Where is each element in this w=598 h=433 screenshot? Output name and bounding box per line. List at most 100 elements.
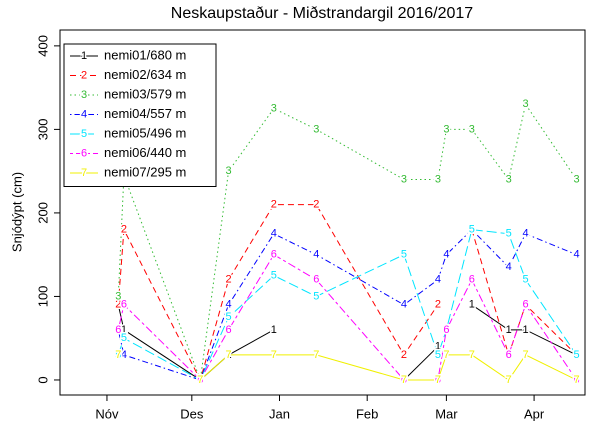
point: 1 xyxy=(121,324,127,336)
point: 6 xyxy=(121,299,127,311)
series-line xyxy=(471,229,577,357)
point: 1 xyxy=(115,299,121,311)
point: 4 xyxy=(313,249,319,261)
point: 4 xyxy=(271,228,277,240)
series-line xyxy=(117,253,577,381)
point: 6 xyxy=(506,349,512,361)
series-line xyxy=(117,228,577,381)
point: 2 xyxy=(523,299,529,311)
point: 1 xyxy=(435,340,441,352)
point: 4 xyxy=(443,249,449,261)
point: 5 xyxy=(121,332,127,344)
point: 7 xyxy=(506,374,512,386)
point: 1 xyxy=(197,374,203,386)
point: 3 xyxy=(401,173,407,185)
legend-label: nemi04/557 m xyxy=(104,106,186,121)
point: 3 xyxy=(197,374,203,386)
point: 5 xyxy=(401,249,407,261)
point: 2 xyxy=(469,224,475,236)
y-tick-label: 100 xyxy=(35,286,50,308)
point: 3 xyxy=(443,123,449,135)
legend-box xyxy=(63,43,217,187)
point: 7 xyxy=(197,374,203,386)
point: 3 xyxy=(271,102,277,114)
point: 4 xyxy=(469,224,475,236)
point: 5 xyxy=(226,311,232,323)
legend-symbol: 6 xyxy=(81,147,87,159)
point: 6 xyxy=(226,324,232,336)
y-tick-label: 0 xyxy=(35,376,50,383)
point: 3 xyxy=(313,123,319,135)
y-tick-label: 400 xyxy=(35,35,50,57)
point: 5 xyxy=(271,269,277,281)
point: 6 xyxy=(401,374,407,386)
point: 2 xyxy=(226,274,232,286)
point: 4 xyxy=(226,299,232,311)
point: 3 xyxy=(469,123,475,135)
legend-label: nemi01/680 m xyxy=(104,47,186,62)
point: 6 xyxy=(435,374,441,386)
point: 2 xyxy=(271,198,277,210)
point: 1 xyxy=(271,324,277,336)
point: 6 xyxy=(469,274,475,286)
point: 3 xyxy=(115,290,121,302)
point: 4 xyxy=(573,249,579,261)
series-line xyxy=(403,346,439,381)
point: 4 xyxy=(435,274,441,286)
point: 3 xyxy=(523,98,529,110)
point: 5 xyxy=(443,324,449,336)
point: 5 xyxy=(197,374,203,386)
legend-label: nemi02/634 m xyxy=(104,67,186,82)
point: 7 xyxy=(469,349,475,361)
series-line xyxy=(117,304,275,381)
point: 1 xyxy=(523,324,529,336)
x-tick-label: Apr xyxy=(524,406,545,421)
x-tick-label: Jan xyxy=(269,406,290,421)
point: 5 xyxy=(573,349,579,361)
legend-label: nemi06/440 m xyxy=(104,145,186,160)
legend-symbol: 2 xyxy=(81,69,87,81)
point: 6 xyxy=(115,324,121,336)
legend-symbol: 1 xyxy=(81,50,87,62)
point: 5 xyxy=(469,224,475,236)
point: 1 xyxy=(573,349,579,361)
legend-symbol: 5 xyxy=(81,128,87,140)
point: 7 xyxy=(115,349,121,361)
point: 5 xyxy=(523,274,529,286)
point: 7 xyxy=(523,349,529,361)
point: 5 xyxy=(435,349,441,361)
point: 6 xyxy=(313,274,319,286)
legend-symbol: 4 xyxy=(81,108,87,120)
point: 3 xyxy=(226,165,232,177)
x-tick-label: Mar xyxy=(435,406,458,421)
point: 6 xyxy=(573,374,579,386)
y-tick-label: 200 xyxy=(35,202,50,224)
point: 4 xyxy=(197,374,203,386)
point: 7 xyxy=(443,349,449,361)
point: 7 xyxy=(226,349,232,361)
x-tick-label: Des xyxy=(180,406,204,421)
legend-symbol: 3 xyxy=(81,89,87,101)
legend-symbol: 7 xyxy=(81,167,87,179)
point: 7 xyxy=(435,374,441,386)
point: 6 xyxy=(271,249,277,261)
point: 1 xyxy=(506,324,512,336)
y-tick-label: 300 xyxy=(35,119,50,141)
point: 2 xyxy=(313,198,319,210)
point: 3 xyxy=(506,173,512,185)
point: 5 xyxy=(506,228,512,240)
series-line xyxy=(117,204,439,382)
point: 3 xyxy=(435,173,441,185)
point: 4 xyxy=(121,349,127,361)
point: 7 xyxy=(573,374,579,386)
point: 3 xyxy=(573,173,579,185)
legend-label: nemi05/496 m xyxy=(104,125,186,140)
point: 1 xyxy=(469,299,475,311)
legend-label: nemi03/579 m xyxy=(104,86,186,101)
point: 4 xyxy=(506,261,512,273)
point: 4 xyxy=(115,324,121,336)
point: 2 xyxy=(573,349,579,361)
point: 2 xyxy=(115,299,121,311)
point: 2 xyxy=(506,349,512,361)
